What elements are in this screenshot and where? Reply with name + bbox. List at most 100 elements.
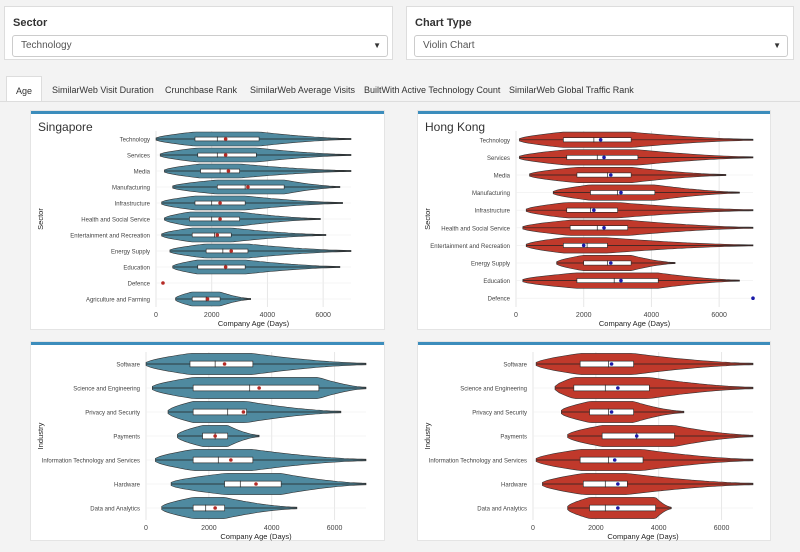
chevron-down-icon: ▼ bbox=[773, 41, 781, 50]
mean-point bbox=[223, 265, 228, 269]
category-label: Hardware bbox=[114, 483, 141, 489]
category-label: Entertainment and Recreation bbox=[430, 244, 510, 250]
x-tick-label: 4000 bbox=[260, 312, 276, 319]
x-tick-label: 2000 bbox=[588, 525, 604, 532]
panel-accent-bar bbox=[31, 342, 384, 345]
singapore-industry-panel: 0 2000 4000 6000 Company Age (Days) Industry S… bbox=[30, 341, 385, 541]
category-label: Defence bbox=[488, 297, 511, 303]
x-tick-label: 6000 bbox=[327, 525, 343, 532]
box-iqr bbox=[576, 172, 632, 178]
box-iqr bbox=[205, 248, 249, 254]
category-label: Health and Social Service bbox=[441, 226, 510, 232]
box-iqr bbox=[192, 384, 320, 392]
mean-point bbox=[602, 155, 606, 160]
x-tick-label: 0 bbox=[144, 525, 148, 532]
category-label: Data and Analytics bbox=[90, 507, 140, 513]
chart-type-select-value: Violin Chart bbox=[423, 40, 475, 51]
mean-point bbox=[257, 386, 261, 390]
x-tick-label: 4000 bbox=[644, 312, 660, 319]
mean-point bbox=[612, 458, 617, 462]
y-axis-label: Industry bbox=[423, 422, 432, 449]
category-label: Infrastructure bbox=[475, 209, 511, 215]
tab-similarweb-visit-duration[interactable]: SimilarWeb Visit Duration bbox=[52, 85, 154, 95]
mean-point bbox=[616, 506, 620, 510]
mean-point bbox=[205, 297, 210, 301]
category-label: Energy Supply bbox=[111, 250, 150, 256]
sector-select[interactable]: Technology ▼ bbox=[12, 35, 388, 57]
mean-point bbox=[616, 482, 620, 486]
category-label: Technology bbox=[120, 138, 150, 144]
y-axis-label: Industry bbox=[36, 422, 45, 449]
box-iqr bbox=[191, 232, 232, 238]
mean-point bbox=[634, 434, 639, 438]
panel-title-singapore: Singapore bbox=[38, 120, 93, 134]
x-tick-label: 2000 bbox=[201, 525, 217, 532]
x-tick-label: 0 bbox=[154, 312, 158, 319]
y-axis-label: Sector bbox=[36, 208, 45, 230]
chart-type-filter-box: Chart Type Violin Chart ▼ bbox=[406, 6, 794, 60]
x-tick-label: 6000 bbox=[714, 525, 730, 532]
category-label: Education bbox=[483, 279, 510, 285]
mean-point bbox=[609, 261, 613, 265]
category-label: Payments bbox=[500, 435, 527, 441]
box-iqr bbox=[189, 216, 240, 222]
category-label: Privacy and Security bbox=[472, 411, 527, 417]
singapore-sector-violin-chart: 0 2000 4000 6000 Company Age (Days) Sector Tec… bbox=[36, 131, 352, 328]
singapore-industry-violin-chart: 0 2000 4000 6000 Company Age (Days) Industry S… bbox=[36, 352, 367, 541]
hong-kong-industry-violin-chart: 0 2000 4000 6000 Company Age (Days) Industry S… bbox=[423, 352, 754, 541]
metric-tabs: Age SimilarWeb Visit Duration Crunchbase… bbox=[0, 76, 800, 102]
category-label: Health and Social Service bbox=[81, 218, 150, 224]
category-label: Manufacturing bbox=[472, 191, 510, 197]
mean-point bbox=[619, 190, 623, 195]
mean-point bbox=[226, 169, 231, 173]
x-tick-label: 0 bbox=[531, 525, 535, 532]
category-label: Infrastructure bbox=[115, 202, 151, 208]
x-tick-label: 4000 bbox=[651, 525, 667, 532]
panel-accent-bar bbox=[418, 342, 770, 345]
mean-point bbox=[161, 281, 165, 285]
category-label: Science and Engineering bbox=[73, 387, 140, 393]
category-label: Services bbox=[127, 154, 150, 160]
category-label: Services bbox=[487, 156, 510, 162]
singapore-sector-panel: Singapore 0 2000 4000 6000 Company Age (Days… bbox=[30, 110, 385, 330]
x-tick-label: 4000 bbox=[264, 525, 280, 532]
mean-point bbox=[229, 249, 234, 253]
tab-age[interactable]: Age bbox=[6, 76, 43, 102]
mean-point bbox=[616, 386, 620, 390]
tab-divider bbox=[0, 101, 800, 102]
mean-point bbox=[223, 137, 228, 141]
box-iqr bbox=[579, 456, 644, 464]
sector-select-value: Technology bbox=[21, 40, 72, 51]
panel-accent-bar bbox=[31, 111, 384, 114]
category-label: Education bbox=[123, 266, 150, 272]
category-label: Data and Analytics bbox=[477, 507, 527, 513]
category-label: Privacy and Security bbox=[85, 411, 140, 417]
mean-point bbox=[592, 208, 596, 212]
mean-point bbox=[241, 410, 246, 414]
tab-builtwith-active-technology-count[interactable]: BuiltWith Active Technology Count bbox=[364, 85, 501, 95]
mean-point bbox=[222, 362, 227, 366]
x-axis-label: Company Age (Days) bbox=[218, 319, 290, 328]
box-iqr bbox=[563, 137, 632, 143]
chevron-down-icon: ▼ bbox=[373, 41, 381, 50]
x-tick-label: 6000 bbox=[315, 312, 331, 319]
tab-crunchbase-rank[interactable]: Crunchbase Rank bbox=[165, 85, 238, 95]
box-iqr bbox=[589, 504, 656, 512]
chart-type-select[interactable]: Violin Chart ▼ bbox=[414, 35, 788, 57]
mean-point bbox=[598, 138, 603, 142]
mean-point bbox=[215, 233, 220, 237]
box-iqr bbox=[189, 360, 254, 368]
tab-similarweb-global-traffic-rank[interactable]: SimilarWeb Global Traffic Rank bbox=[509, 85, 634, 95]
x-tick-label: 0 bbox=[514, 312, 518, 319]
hong-kong-industry-panel: 0 2000 4000 6000 Company Age (Days) Industry S… bbox=[417, 341, 771, 541]
box-iqr bbox=[192, 504, 225, 512]
tab-similarweb-average-visits[interactable]: SimilarWeb Average Visits bbox=[250, 85, 356, 95]
category-label: Software bbox=[503, 363, 527, 369]
category-label: Information Technology and Services bbox=[429, 459, 527, 465]
mean-point bbox=[609, 173, 613, 177]
category-label: Entertainment and Recreation bbox=[70, 234, 150, 240]
category-label: Media bbox=[494, 174, 511, 180]
mean-point bbox=[213, 434, 217, 438]
panel-accent-bar bbox=[418, 111, 770, 114]
x-tick-label: 2000 bbox=[204, 312, 220, 319]
